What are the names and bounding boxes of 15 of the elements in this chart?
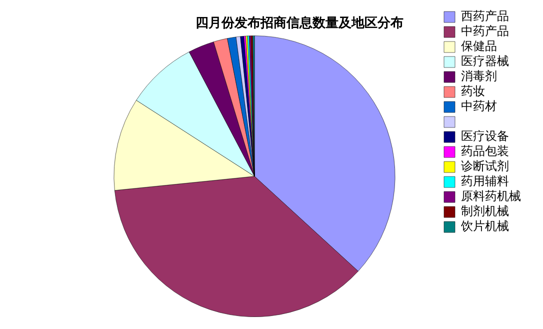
- legend-label: 中药材: [461, 99, 497, 114]
- legend-label: 饮片机械: [460, 219, 509, 234]
- legend-label: 药品包装: [461, 144, 509, 158]
- legend-label: 原料药机械: [461, 189, 521, 204]
- legend-label: 医疗器械: [461, 54, 509, 68]
- legend-label: 药妆: [461, 84, 485, 98]
- text: 四月份发布招商信息数量及地区分布: [196, 15, 404, 32]
- legend-label: 保健品: [461, 39, 497, 54]
- legend-label: 西药产品: [461, 9, 509, 24]
- legend-label: 医疗设备: [461, 129, 509, 144]
- legend-label: 消毒剂: [461, 69, 497, 84]
- legend-label: 制剂机械: [461, 204, 509, 218]
- legend-label: 诊断试剂: [461, 159, 509, 174]
- legend-label: 中药产品: [461, 24, 509, 38]
- legend-label: 药用辅料: [461, 174, 509, 188]
